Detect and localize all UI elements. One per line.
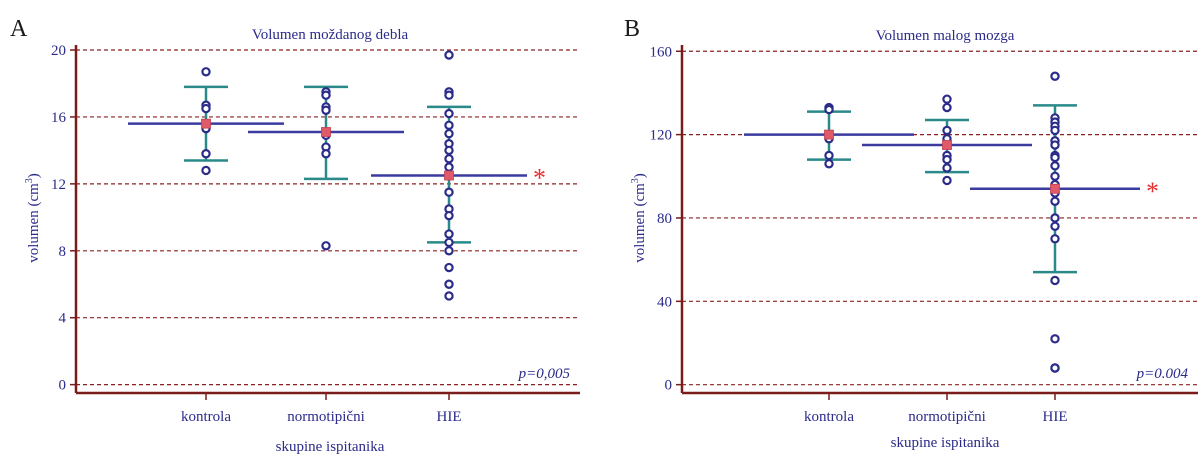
significance-star-a: *: [533, 164, 546, 193]
data-point-b-1-0: [942, 94, 952, 104]
data-point-b-2-4: [1050, 125, 1060, 136]
y-axis-label-b-main: volumen (cm: [632, 183, 648, 263]
data-point-b-1-7: [942, 175, 952, 186]
y-tick-label-a-1: 4: [59, 311, 67, 327]
data-point-b-1-1: [942, 102, 952, 113]
data-point-a-0-5: [201, 165, 211, 176]
p-value-a: p=0,005: [518, 366, 571, 382]
mean-marker-a-0: [201, 118, 211, 129]
x-tick-label-a-1: normotipični: [287, 409, 365, 425]
y-tick-label-b-1: 40: [657, 294, 672, 310]
plot-area-b: 0 40 80 120 160 kontrola normotipični HIE *: [650, 44, 1198, 425]
data-point-a-2-2: [444, 90, 454, 100]
x-axis-label-a: skupine ispitanika: [276, 439, 385, 454]
y-tick-label-b-0: 0: [665, 378, 673, 394]
data-point-a-2-11: [444, 187, 454, 197]
y-tick-label-a-5: 20: [51, 43, 66, 59]
x-axis-label-b: skupine ispitanika: [891, 435, 1000, 451]
data-point-b-2-0: [1050, 71, 1060, 81]
data-point-a-0-2: [201, 103, 211, 114]
mean-marker-b-1: [942, 140, 952, 150]
data-point-b-2-17: [1050, 275, 1060, 286]
data-point-a-1-1: [321, 90, 331, 100]
data-point-a-1-7: [321, 241, 331, 251]
panel-letter-b: B: [624, 16, 640, 42]
mean-marker-a-1: [321, 127, 331, 137]
data-point-a-2-5: [444, 128, 454, 139]
y-tick-label-b-2: 80: [657, 211, 672, 227]
data-point-a-2-15: [444, 237, 454, 248]
y-tick-label-b-4: 160: [650, 44, 673, 60]
data-point-b-1-5: [942, 154, 952, 165]
data-point-b-2-6: [1050, 140, 1060, 150]
data-point-b-1-6: [942, 163, 952, 173]
x-tick-label-b-1: normotipični: [908, 409, 986, 425]
data-point-b-1-2: [942, 125, 952, 136]
data-point-b-2-16: [1050, 234, 1060, 244]
data-point-a-2-8: [444, 154, 454, 164]
x-tick-label-b-2: HIE: [1043, 409, 1068, 425]
data-point-a-2-7: [444, 145, 454, 156]
data-point-b-2-20: [1050, 363, 1060, 373]
y-axis-label-a-sup: 3: [24, 178, 35, 183]
data-point-b-0-1: [824, 104, 834, 115]
y-axis-label-b-sup: 3: [630, 178, 641, 183]
y-tick-label-a-4: 16: [51, 110, 67, 126]
data-point-a-0-4: [201, 149, 211, 159]
data-point-a-0-0: [201, 67, 211, 77]
data-point-a-2-13: [444, 210, 454, 221]
data-point-b-0-5: [824, 159, 834, 169]
mean-marker-a-2: [444, 170, 454, 181]
panel-a: A Volumen moždanog debla volumen (cm3) s…: [10, 16, 580, 454]
data-point-b-0-4: [824, 150, 834, 161]
x-tick-label-b-0: kontrola: [804, 409, 854, 425]
p-value-b: p=0.004: [1136, 366, 1189, 382]
data-point-a-1-3: [321, 105, 331, 115]
significance-star-b: *: [1146, 177, 1159, 206]
data-point-a-2-18: [444, 279, 454, 289]
chart-title-b: Volumen malog mozga: [876, 28, 1015, 44]
y-tick-label-b-3: 120: [650, 128, 673, 144]
chart-b: B Volumen malog mozga volumen (cm3) skup…: [624, 16, 1198, 451]
y-axis-label-a: volumen (cm3): [24, 173, 42, 263]
y-axis-label-a-main: volumen (cm: [26, 183, 42, 263]
data-point-a-2-0: [444, 50, 454, 60]
data-point-a-1-6: [321, 149, 331, 159]
data-point-b-2-9: [1050, 161, 1060, 171]
x-tick-label-a-2: HIE: [437, 409, 462, 425]
data-point-a-2-14: [444, 229, 454, 239]
data-point-a-2-16: [444, 246, 454, 256]
x-tick-label-a-0: kontrola: [181, 409, 231, 425]
data-point-a-2-4: [444, 120, 454, 131]
y-tick-label-a-3: 12: [51, 177, 66, 193]
y-axis-label-b: volumen (cm3): [630, 173, 648, 263]
panel-letter-a: A: [10, 16, 28, 42]
y-axis-label-a-close: ): [26, 173, 42, 178]
mean-marker-b-2: [1050, 183, 1060, 194]
data-point-a-2-19: [444, 291, 454, 301]
y-tick-label-a-2: 8: [59, 244, 67, 260]
data-point-a-2-9: [444, 162, 454, 172]
data-point-a-2-3: [444, 108, 454, 119]
plot-area-a: 0 4 8 12 16 20 kontrola normotipični HIE *: [51, 43, 580, 425]
data-point-b-2-13: [1050, 196, 1060, 206]
mean-marker-b-0: [824, 129, 834, 140]
y-axis-label-b-close: ): [632, 173, 648, 178]
data-point-b-2-8: [1050, 152, 1060, 163]
data-point-a-2-17: [444, 262, 454, 273]
chart-a: A Volumen moždanog debla volumen (cm3) s…: [10, 16, 580, 454]
chart-title-a: Volumen moždanog debla: [252, 27, 409, 43]
data-point-b-2-18: [1050, 334, 1060, 344]
data-point-b-2-14: [1050, 213, 1060, 223]
data-point-b-2-10: [1050, 171, 1060, 181]
y-tick-label-a-0: 0: [59, 378, 67, 394]
data-point-b-2-15: [1050, 221, 1060, 231]
panel-b: B Volumen malog mozga volumen (cm3) skup…: [600, 0, 1200, 454]
